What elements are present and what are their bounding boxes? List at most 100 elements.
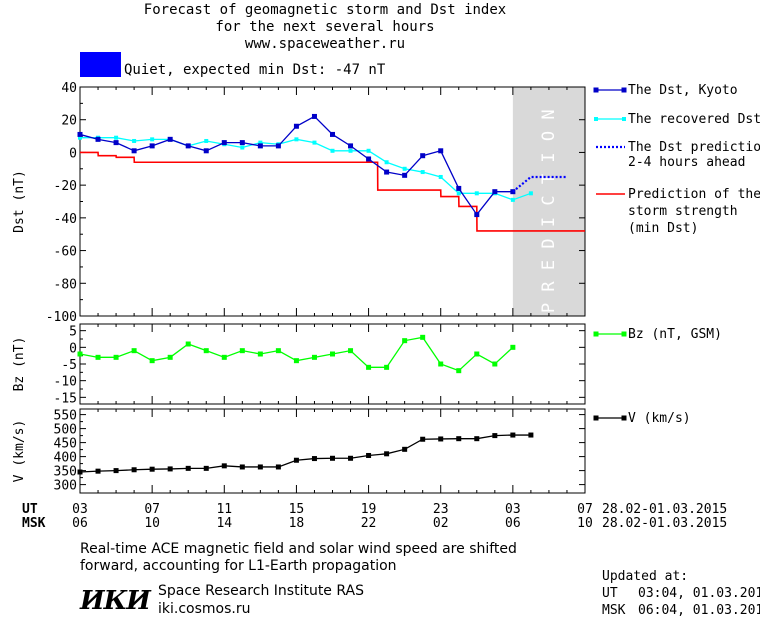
dst-kyoto-point bbox=[221, 140, 227, 146]
dst-kyoto-point bbox=[185, 143, 191, 149]
updated-ut-label: UT bbox=[602, 586, 618, 601]
prediction-zone-letter: I bbox=[539, 217, 559, 227]
legend-swatch-bz-marker bbox=[593, 331, 599, 337]
chart-subtitle: for the next several hours bbox=[215, 19, 435, 35]
panel-frame bbox=[79, 86, 586, 317]
legend-swatch-v-marker bbox=[593, 415, 599, 421]
legend-storm-2: storm strength bbox=[628, 204, 738, 219]
ut-tick-label: 11 bbox=[216, 502, 232, 517]
bz-point bbox=[239, 348, 245, 354]
y-axis-title: Dst (nT) bbox=[12, 170, 27, 233]
v-point bbox=[510, 432, 516, 438]
bz-point bbox=[456, 368, 462, 374]
legend-swatch-dst-kyoto-marker bbox=[621, 87, 627, 93]
updated-label: Updated at: bbox=[602, 569, 689, 584]
prediction-zone-letter: C bbox=[539, 195, 559, 205]
bz-point bbox=[167, 354, 173, 360]
recovered-dst-point bbox=[402, 166, 407, 171]
dst-kyoto-point bbox=[474, 212, 480, 218]
y-axis-title: V (km/s) bbox=[12, 420, 27, 483]
v-point bbox=[402, 446, 408, 452]
bz-point bbox=[492, 361, 498, 367]
y-tick-label: 20 bbox=[61, 114, 77, 129]
v-point bbox=[131, 467, 137, 473]
v-point bbox=[239, 464, 245, 470]
ut-tick-label: 15 bbox=[289, 502, 305, 517]
dst-kyoto-point bbox=[257, 143, 263, 149]
prediction-zone-letter: P bbox=[539, 303, 559, 313]
ut-axis-label: UT bbox=[22, 502, 38, 517]
y-tick-label: -15 bbox=[54, 391, 77, 406]
updated-msk-label: MSK bbox=[602, 603, 626, 618]
legend-swatch-v-marker bbox=[621, 415, 627, 421]
y-axis-title: Bz (nT) bbox=[12, 337, 27, 392]
recovered-dst-point bbox=[528, 191, 533, 196]
v-point bbox=[257, 464, 263, 470]
dst-kyoto-point bbox=[330, 131, 335, 137]
legend-dst-kyoto: The Dst, Kyoto bbox=[628, 83, 738, 98]
recovered-dst-point bbox=[132, 138, 137, 143]
recovered-dst-point bbox=[456, 191, 461, 196]
dst-kyoto-point bbox=[456, 185, 462, 191]
v-point bbox=[474, 436, 480, 442]
dst-kyoto-point bbox=[366, 156, 372, 162]
ut-tick-label: 19 bbox=[361, 502, 377, 517]
bz-point bbox=[203, 348, 209, 354]
y-tick-label: 5 bbox=[69, 325, 77, 340]
storm-strength-line bbox=[80, 151, 585, 232]
dst-kyoto-point bbox=[131, 148, 137, 154]
y-tick-label: 300 bbox=[54, 479, 77, 494]
bz-point bbox=[221, 354, 227, 360]
chart-title: Forecast of geomagnetic storm and Dst in… bbox=[143, 2, 507, 18]
recovered-dst-point bbox=[78, 135, 82, 140]
dst-kyoto-point bbox=[167, 136, 173, 142]
prediction-zone-letter: T bbox=[539, 174, 559, 184]
v-point bbox=[293, 457, 299, 463]
y-tick-label: -20 bbox=[54, 179, 77, 194]
y-tick-label: -80 bbox=[54, 277, 77, 292]
y-tick-label: -10 bbox=[54, 375, 77, 390]
ut-tick-label: 07 bbox=[577, 502, 593, 517]
recovered-dst-point bbox=[330, 148, 335, 153]
v-point bbox=[348, 455, 354, 461]
prediction-zone bbox=[512, 87, 585, 316]
msk-tick-label: 10 bbox=[577, 516, 593, 531]
v-point bbox=[330, 455, 335, 461]
v-point bbox=[275, 464, 281, 470]
website-link[interactable]: www.spaceweather.ru bbox=[244, 36, 406, 52]
footer-note-1: Real-time ACE magnetic field and solar w… bbox=[80, 541, 517, 557]
v-point bbox=[420, 436, 426, 442]
legend-storm: Prediction of the bbox=[628, 187, 760, 202]
bz-point bbox=[95, 354, 101, 360]
v-point bbox=[366, 452, 372, 458]
v-point bbox=[95, 468, 101, 474]
prediction-zone-letter: E bbox=[539, 260, 559, 270]
legend-swatch-bz-marker bbox=[621, 331, 627, 337]
dst-kyoto-point bbox=[384, 169, 390, 175]
y-tick-label: 0 bbox=[69, 341, 77, 356]
dst-kyoto-point bbox=[348, 143, 354, 149]
v-point bbox=[456, 436, 462, 442]
v-point bbox=[149, 466, 155, 472]
bz-point bbox=[474, 351, 480, 357]
y-tick-label: -40 bbox=[54, 212, 77, 227]
institute-name: Space Research Institute RAS bbox=[158, 583, 364, 599]
v-point bbox=[311, 456, 317, 462]
legend-v: V (km/s) bbox=[628, 411, 691, 426]
institute-site[interactable]: iki.cosmos.ru bbox=[158, 601, 251, 617]
bz-point bbox=[311, 354, 317, 360]
prediction-zone-letter: R bbox=[539, 281, 559, 292]
bz-point bbox=[149, 358, 155, 364]
bz-line bbox=[79, 336, 514, 372]
v-point bbox=[384, 451, 390, 457]
bz-point bbox=[348, 348, 354, 354]
v-line bbox=[79, 434, 531, 473]
msk-tick-label: 10 bbox=[144, 516, 160, 531]
prediction-zone-letter: I bbox=[539, 152, 559, 162]
recovered-dst-point bbox=[384, 160, 389, 165]
recovered-dst-point bbox=[438, 174, 443, 179]
dst-kyoto-point bbox=[438, 148, 444, 154]
v-point bbox=[167, 466, 173, 472]
bz-point bbox=[257, 351, 263, 357]
